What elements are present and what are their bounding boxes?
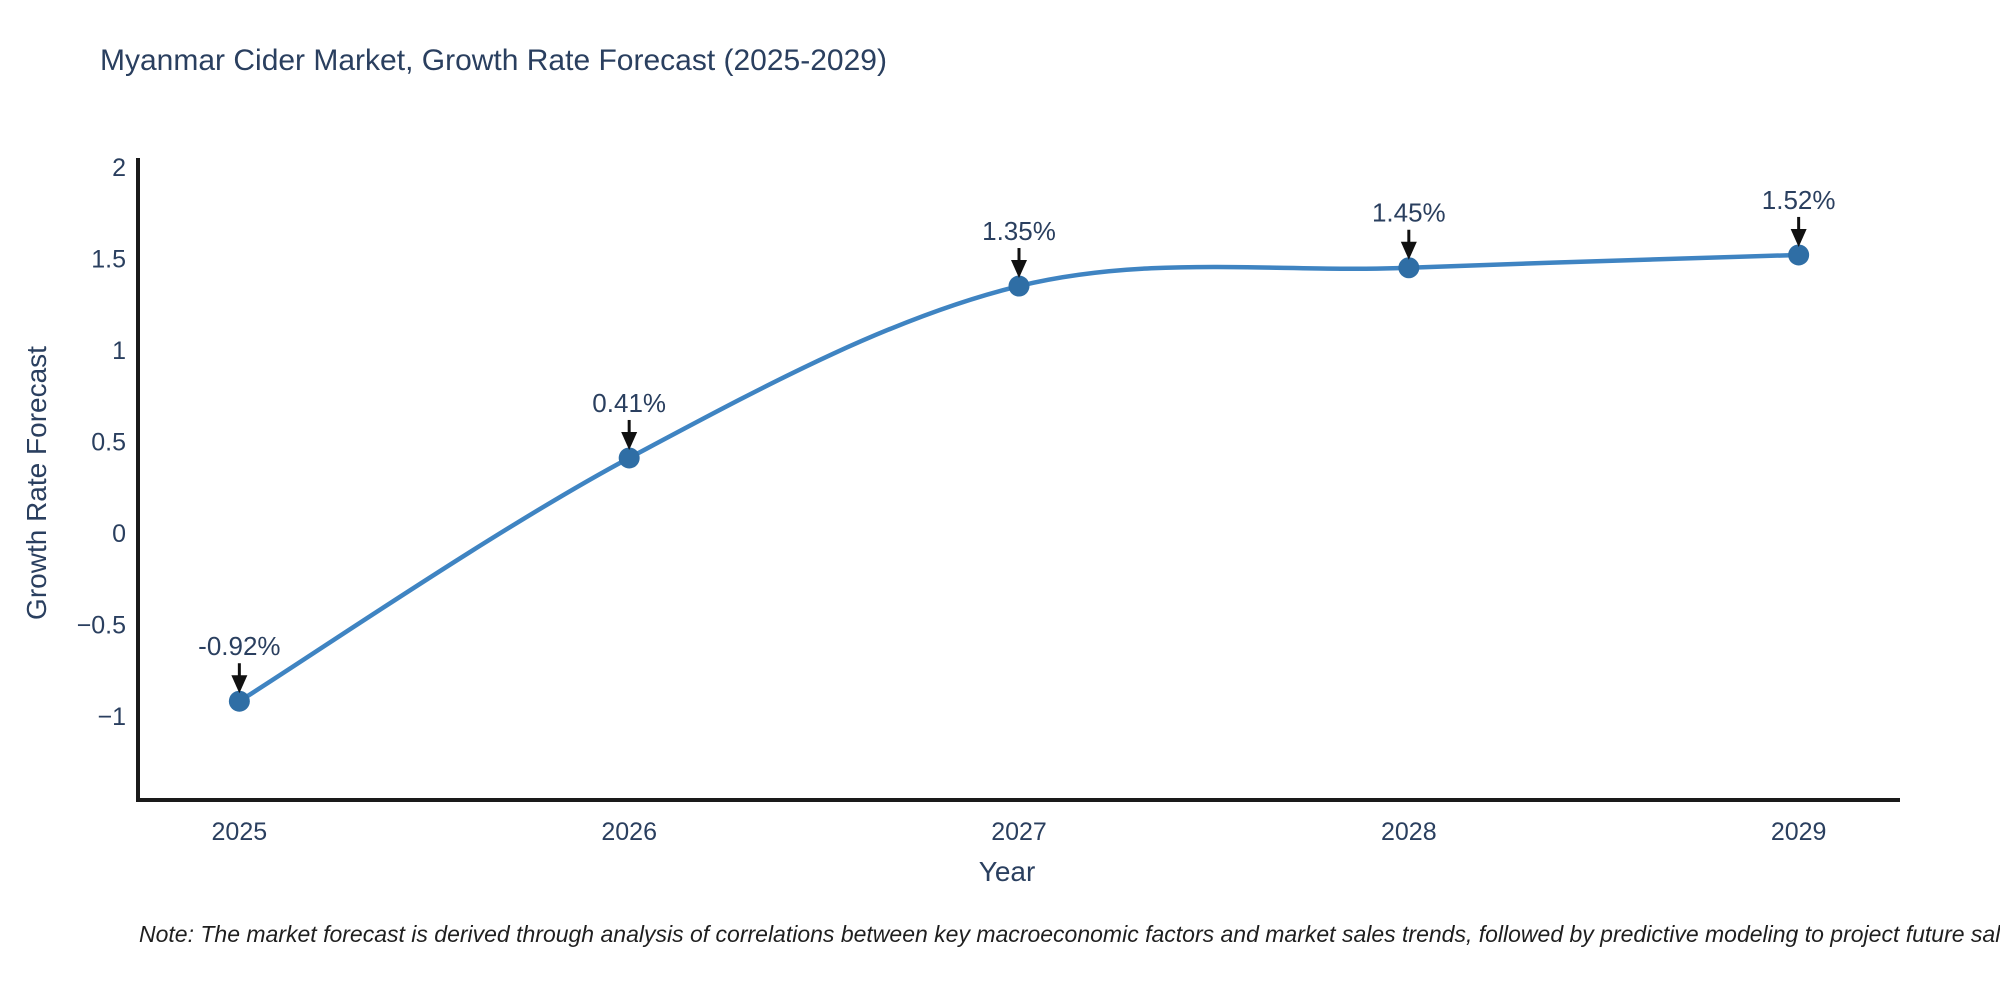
- point-label: 1.52%: [1762, 185, 1836, 215]
- point-label: 1.45%: [1372, 198, 1446, 228]
- x-tick-label: 2026: [601, 818, 657, 846]
- y-tick-label: −1: [97, 703, 126, 731]
- annotation-arrow-head: [1790, 228, 1807, 247]
- data-point-2029[interactable]: [1788, 244, 1810, 266]
- annotation-arrow-head: [1400, 241, 1417, 260]
- point-label: -0.92%: [198, 631, 280, 661]
- x-axis-title: Year: [978, 856, 1036, 887]
- y-tick-label: 0: [112, 520, 126, 548]
- point-label: 0.41%: [592, 388, 666, 418]
- y-tick-label: 0.5: [91, 429, 126, 457]
- annotation-arrow-head: [621, 431, 638, 450]
- annotation-arrow-head: [1011, 260, 1027, 279]
- y-tick-label: 1: [112, 337, 126, 365]
- point-label: 1.35%: [982, 216, 1056, 246]
- x-tick-label: 2025: [212, 818, 268, 846]
- y-tick-label: −0.5: [77, 611, 126, 639]
- x-tick-label: 2027: [991, 818, 1047, 846]
- trend-line: [237, 252, 1801, 704]
- footnote: Note: The market forecast is derived thr…: [139, 921, 2000, 947]
- data-point-2026[interactable]: [618, 447, 640, 469]
- y-tick-label: 1.5: [91, 246, 126, 274]
- annotation-arrow-head: [231, 675, 248, 694]
- data-point-2025[interactable]: [228, 690, 250, 712]
- y-tick-label: 2: [112, 154, 126, 182]
- x-tick-label: 2028: [1381, 818, 1437, 846]
- data-point-2027[interactable]: [1008, 275, 1030, 297]
- y-axis-title: Growth Rate Forecast: [21, 346, 52, 620]
- chart-title: Myanmar Cider Market, Growth Rate Foreca…: [100, 44, 887, 77]
- data-point-2028[interactable]: [1398, 257, 1420, 279]
- x-tick-label: 2029: [1771, 818, 1827, 846]
